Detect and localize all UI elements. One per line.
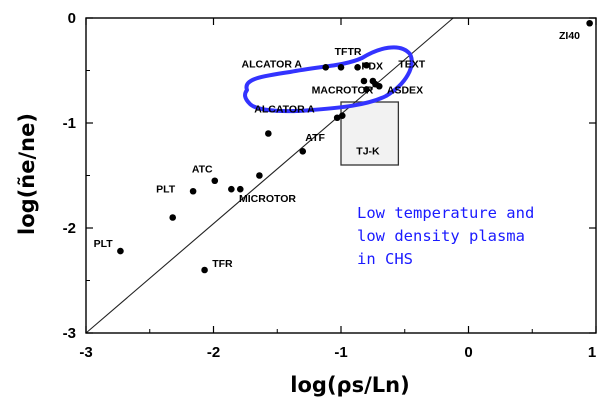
point-label: ALCATOR A — [242, 58, 303, 70]
data-point — [338, 112, 346, 119]
data-point — [201, 266, 208, 274]
point-label: PLT — [94, 238, 114, 250]
data-point — [372, 80, 379, 88]
note-line: in CHS — [357, 250, 413, 268]
tjk-region-box — [340, 101, 400, 166]
data-point — [322, 64, 330, 71]
point-label: ATC — [192, 163, 213, 175]
point-label: ATF — [305, 132, 325, 144]
data-point — [363, 86, 370, 93]
point-label: TEXT — [398, 58, 425, 70]
y-axis-label: log(ñe/ne) — [15, 113, 39, 235]
point-label: PDX — [361, 60, 383, 72]
note-line: low density plasma — [357, 227, 525, 245]
x-tick-label: 1 — [588, 344, 596, 361]
scaling-line — [85, 17, 454, 334]
data-point — [211, 177, 219, 185]
y-tick-label: -3 — [63, 325, 76, 342]
x-axis-label: log(ρs/Ln) — [290, 373, 409, 397]
tick-labels: -3 -2 -1 0 1 0 -1 -2 -3 — [63, 10, 597, 361]
point-label: TFR — [212, 258, 233, 270]
data-point — [333, 114, 341, 122]
point-label: ZI40 — [559, 30, 580, 42]
y-tick-label: -1 — [63, 115, 76, 132]
data-point — [117, 247, 124, 255]
point-labels: PLT PLT TFR ATC MICROTOR ATF ALCATOR A ALCATOR … — [94, 30, 581, 270]
data-point — [228, 185, 235, 193]
annotation-note: Low temperature and low density plasma in … — [357, 204, 534, 268]
point-label: TFTR — [335, 46, 362, 58]
data-point — [337, 64, 345, 71]
x-tick-label: -1 — [334, 344, 347, 361]
data-point — [256, 172, 263, 179]
data-point — [586, 19, 593, 27]
data-point — [299, 148, 307, 155]
x-tick-label: 0 — [464, 344, 472, 361]
x-tick-label: -3 — [79, 344, 92, 361]
data-point — [360, 77, 368, 85]
note-line: Low temperature and — [357, 204, 534, 222]
point-label: ALCATOR A — [254, 104, 315, 116]
y-tick-label: -2 — [63, 220, 76, 237]
point-label: TJ-K — [356, 146, 380, 158]
point-label: MACROTOR — [312, 85, 374, 97]
data-point — [169, 214, 176, 221]
data-point — [265, 130, 272, 137]
plot-area — [85, 17, 597, 334]
x-tick-label: -2 — [207, 344, 220, 361]
point-label: MICROTOR — [239, 193, 296, 205]
data-point — [189, 187, 197, 195]
data-point — [354, 64, 361, 71]
highlight-outline — [243, 45, 414, 114]
point-label: PLT — [156, 183, 176, 195]
data-point — [236, 185, 244, 193]
y-tick-label: 0 — [68, 10, 76, 27]
data-point — [363, 61, 370, 69]
point-label: ASDEX — [387, 85, 423, 97]
